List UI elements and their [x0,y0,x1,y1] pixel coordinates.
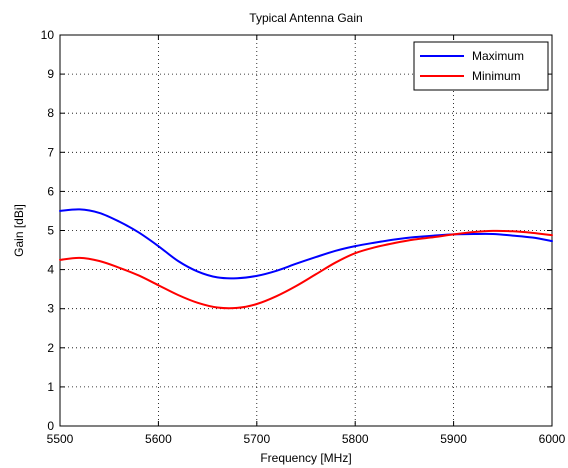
legend-label-minimum: Minimum [472,69,521,83]
y-tick-label: 10 [41,28,55,42]
y-tick-label: 1 [47,380,54,394]
y-tick-label: 0 [47,419,54,433]
x-tick-label: 5900 [440,432,467,446]
series-line-minimum [59,229,553,310]
x-axis-label: Frequency [MHz] [260,451,351,465]
legend: Maximum Minimum [413,41,549,91]
x-tick-label: 5800 [342,432,369,446]
x-tick-label: 5600 [145,432,172,446]
y-tick-label: 9 [47,67,54,81]
y-tick-label: 3 [47,302,54,316]
legend-box [413,41,549,91]
legend-label-maximum: Maximum [472,49,524,63]
x-tick-label: 5700 [243,432,270,446]
y-tick-label: 4 [47,263,54,277]
y-tick-label: 7 [47,145,54,159]
axis-ticks: 5500 5600 5700 5800 5900 6000 0 1 2 3 4 5 6 7 8 9 10 [41,28,566,446]
x-tick-label: 5500 [47,432,74,446]
y-tick-label: 2 [47,341,54,355]
chart-title: Typical Antenna Gain [249,11,362,25]
plot-area [59,34,553,427]
x-tick-label: 6000 [539,432,566,446]
series-line-maximum [59,208,553,280]
series-lines [59,208,553,310]
y-tick-label: 8 [47,106,54,120]
y-tick-label: 5 [47,224,54,238]
y-axis-label: Gain [dBi] [12,204,26,257]
y-tick-label: 6 [47,184,54,198]
